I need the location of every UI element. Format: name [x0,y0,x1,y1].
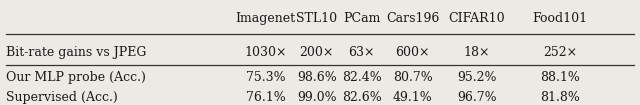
Text: CIFAR10: CIFAR10 [449,12,505,25]
Text: 252×: 252× [543,46,577,59]
Text: 95.2%: 95.2% [457,71,497,84]
Text: 49.1%: 49.1% [393,91,433,104]
Text: 82.6%: 82.6% [342,91,381,104]
Text: 80.7%: 80.7% [393,71,433,84]
Text: 1030×: 1030× [244,46,287,59]
Text: 75.3%: 75.3% [246,71,285,84]
Text: 99.0%: 99.0% [297,91,337,104]
Text: 200×: 200× [300,46,334,59]
Text: STL10: STL10 [296,12,337,25]
Text: 81.8%: 81.8% [540,91,580,104]
Text: 96.7%: 96.7% [457,91,497,104]
Text: 76.1%: 76.1% [246,91,285,104]
Text: 98.6%: 98.6% [297,71,337,84]
Text: 88.1%: 88.1% [540,71,580,84]
Text: Our MLP probe (Acc.): Our MLP probe (Acc.) [6,71,147,84]
Text: 18×: 18× [463,46,490,59]
Text: 63×: 63× [348,46,375,59]
Text: PCam: PCam [343,12,380,25]
Text: Food101: Food101 [532,12,588,25]
Text: Imagenet: Imagenet [236,12,296,25]
Text: 82.4%: 82.4% [342,71,381,84]
Text: Supervised (Acc.): Supervised (Acc.) [6,91,118,104]
Text: Cars196: Cars196 [386,12,440,25]
Text: 600×: 600× [396,46,430,59]
Text: Bit-rate gains vs JPEG: Bit-rate gains vs JPEG [6,46,147,59]
